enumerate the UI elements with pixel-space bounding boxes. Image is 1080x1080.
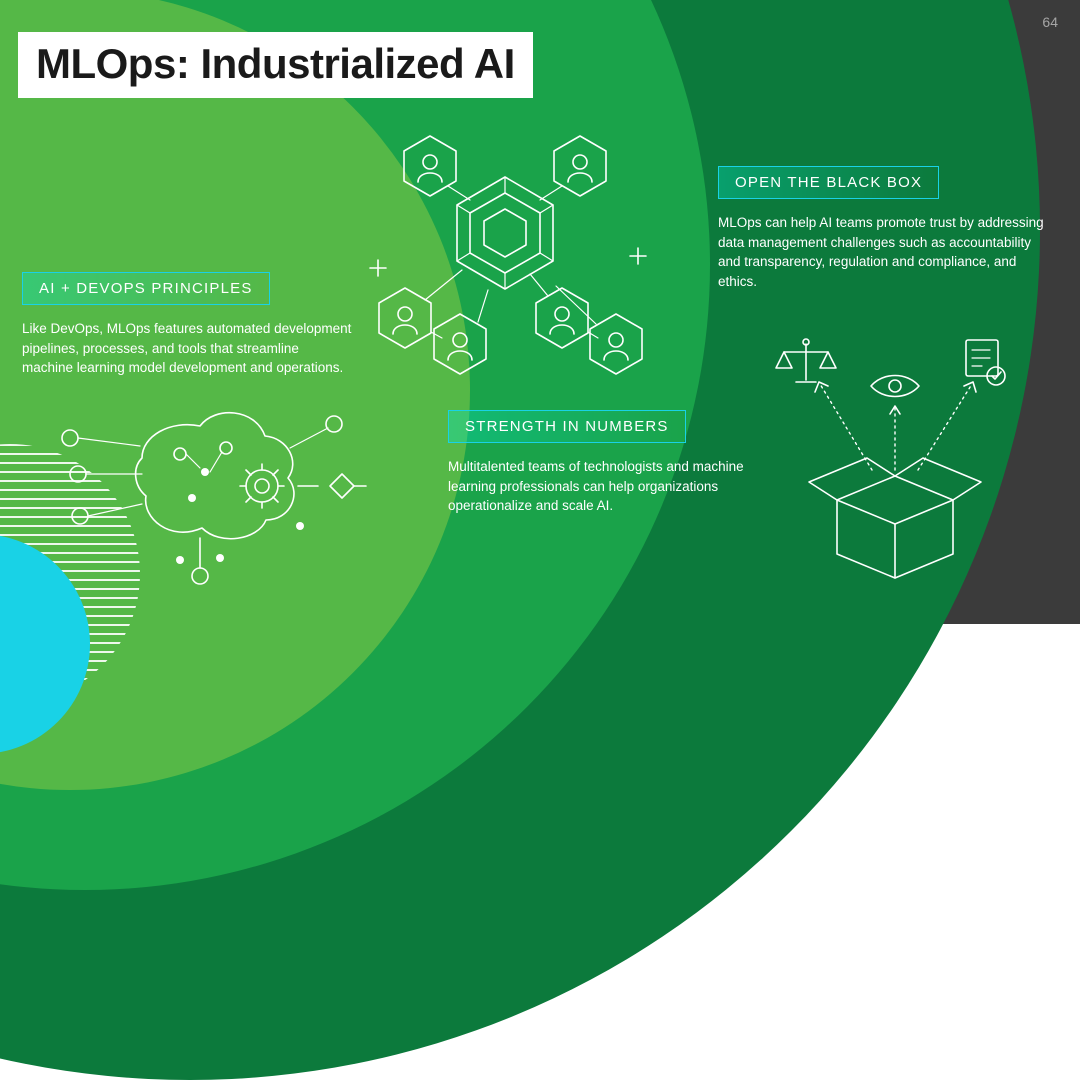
open-box-icon	[760, 330, 1030, 590]
body-blackbox: MLOps can help AI teams promote trust by…	[718, 213, 1048, 291]
hex-network-icon	[330, 118, 680, 398]
body-strength: Multitalented teams of technologists and…	[448, 457, 758, 516]
section-blackbox: OPEN THE BLACK BOX MLOps can help AI tea…	[718, 166, 1048, 291]
body-ai-devops: Like DevOps, MLOps features automated de…	[22, 319, 352, 378]
label-blackbox: OPEN THE BLACK BOX	[718, 166, 939, 199]
label-ai-devops: AI + DEVOPS PRINCIPLES	[22, 272, 270, 305]
slide: 64 MLOps: Industrialized AI AI + DEVOPS …	[0, 0, 1080, 624]
section-ai-devops: AI + DEVOPS PRINCIPLES Like DevOps, MLOp…	[22, 272, 352, 378]
section-strength: STRENGTH IN NUMBERS Multitalented teams …	[448, 410, 758, 516]
brain-gear-icon	[50, 408, 370, 598]
page-number: 64	[1042, 14, 1058, 30]
slide-title: MLOps: Industrialized AI	[36, 40, 515, 88]
title-box: MLOps: Industrialized AI	[18, 32, 533, 98]
label-strength: STRENGTH IN NUMBERS	[448, 410, 686, 443]
